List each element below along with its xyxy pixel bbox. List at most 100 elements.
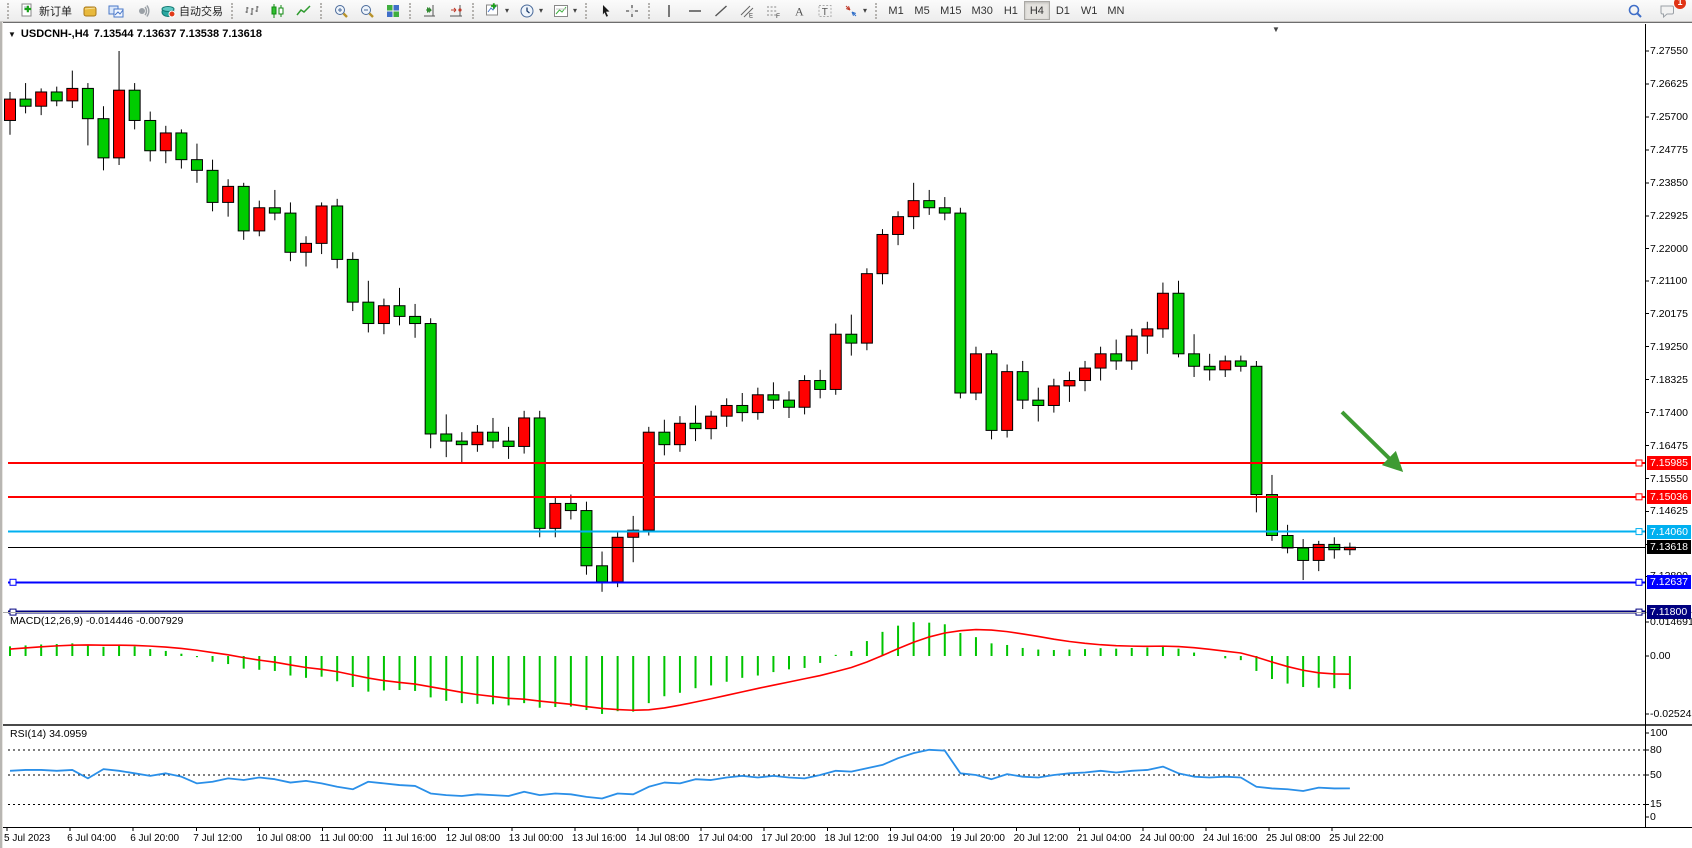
time-axis-label: 24 Jul 16:00 [1202, 833, 1258, 844]
macd-pane[interactable] [0, 614, 1645, 724]
signal-button[interactable] [129, 1, 155, 21]
vertical-line-icon [668, 4, 670, 17]
timeframe-button-H4[interactable]: H4 [1023, 1, 1050, 20]
time-axis-label: 24 Jul 00:00 [1139, 833, 1195, 844]
text-label-button[interactable]: T [812, 1, 838, 21]
zoom-in-button[interactable] [328, 1, 354, 21]
toolbar-grip [472, 2, 477, 19]
templates-button[interactable]: ▾ [548, 1, 582, 21]
macd-scale-label: 0.00 [1650, 650, 1671, 662]
svg-text:T: T [822, 7, 828, 18]
notifications-icon [1660, 5, 1674, 18]
fibonacci-button[interactable]: F [760, 1, 786, 21]
cursor-button[interactable] [593, 1, 619, 21]
candle-bull [720, 404, 733, 417]
autotrading-button[interactable]: 自动交易 [155, 1, 228, 21]
timeframe-button-H1[interactable]: H1 [998, 1, 1024, 20]
tile-windows-button[interactable] [380, 1, 406, 21]
candle-bear [393, 305, 406, 317]
arrows-button[interactable]: ▾ [838, 1, 872, 21]
candle-bear [1203, 365, 1216, 371]
candle-bull [1001, 371, 1014, 431]
crosshair-button[interactable] [619, 1, 645, 21]
equidistant-channel-button[interactable]: E [734, 1, 760, 21]
price-tick-label: 7.21100 [1650, 274, 1688, 287]
time-axis-label: 12 Jul 08:00 [445, 833, 501, 844]
chart-symbol-period: USDCNH-,H4 [20, 28, 89, 40]
crosshair-icon [626, 4, 639, 17]
time-axis-label: 10 Jul 08:00 [256, 833, 311, 844]
price-level-badge: 7.15036 [1647, 489, 1691, 504]
trend-arrow[interactable] [1340, 410, 1404, 473]
main-chart-pane[interactable] [0, 24, 1645, 612]
terminal-icon [108, 5, 124, 17]
price-tick-label: 7.14625 [1650, 505, 1688, 518]
line-chart-button[interactable] [291, 1, 317, 21]
timeframe-button-MN[interactable]: MN [1102, 1, 1129, 20]
search-button[interactable] [1622, 1, 1648, 21]
candlestick-chart-button[interactable] [265, 1, 291, 21]
metaeditor-button[interactable] [77, 1, 103, 21]
timeframe-button-M30[interactable]: M30 [966, 1, 997, 20]
fibonacci-icon: F [767, 6, 780, 19]
notifications-button[interactable] [1654, 1, 1680, 21]
price-tick-label: 7.26625 [1650, 77, 1688, 90]
timeframe-button-D1[interactable]: D1 [1050, 1, 1076, 20]
bar-chart-button[interactable] [239, 1, 265, 21]
auto-scroll-button[interactable] [417, 1, 443, 21]
zoom-out-button[interactable] [354, 1, 380, 21]
price-tick-label: 7.15550 [1650, 472, 1688, 485]
candle-bear [658, 431, 671, 446]
text-icon: A [795, 4, 804, 18]
timeframe-button-M1[interactable]: M1 [883, 1, 909, 20]
candle-bear [845, 333, 858, 344]
rsi-scale-label: 15 [1650, 798, 1662, 811]
rsi-scale-label: 100 [1650, 727, 1668, 739]
candle-bull [471, 431, 484, 446]
candle-bull [1047, 385, 1060, 406]
window-left-edge [0, 22, 3, 848]
indicators-button[interactable]: ▾ [480, 1, 514, 21]
chart-shift-button[interactable] [443, 1, 469, 21]
chart-title[interactable]: ▼ USDCNH-,H4 7.13544 7.13637 7.13538 7.1… [8, 28, 262, 40]
candle-bear [175, 132, 188, 161]
rsi-scale-label: 0 [1650, 811, 1656, 823]
candle-bull [673, 422, 686, 446]
candle-bear [1032, 399, 1045, 406]
periods-button[interactable]: ▾ [514, 1, 548, 21]
new-order-button[interactable]: 新订单 [15, 1, 77, 21]
zoom-in-icon [335, 4, 348, 18]
timeframe-button-W1[interactable]: W1 [1076, 1, 1103, 20]
new-order-label: 新订单 [39, 5, 72, 18]
timeframe-button-M15[interactable]: M15 [935, 1, 966, 20]
terminal-button[interactable] [103, 1, 129, 21]
candle-bear [486, 431, 499, 442]
line-chart-icon [296, 4, 311, 15]
text-button[interactable]: A [786, 1, 812, 21]
toolbar-grip [585, 2, 590, 19]
tile-windows-icon [387, 4, 399, 17]
horizontal-line-button[interactable] [682, 1, 708, 21]
candle-bull [1094, 353, 1107, 369]
timeframe-toolbar: M1 M5 M15 M30 H1 H4 D1 W1 MN [883, 0, 1129, 22]
timeframe-button-M5[interactable]: M5 [909, 1, 935, 20]
line-anchor-square [1635, 578, 1643, 586]
candle-bull [1156, 292, 1169, 330]
candlestick-chart-icon [271, 3, 284, 18]
price-tick-label: 7.20175 [1650, 307, 1688, 320]
candle-bear [331, 205, 344, 260]
chart-canvas[interactable] [0, 23, 1692, 848]
rsi-pane[interactable] [0, 726, 1645, 826]
price-tick-label: 7.22925 [1650, 209, 1688, 222]
price-level-badge: 7.12637 [1647, 575, 1691, 590]
chart-shift-marker[interactable]: ▼ [1272, 25, 1280, 34]
vertical-line-button[interactable] [656, 1, 682, 21]
chart-menu-caret-icon[interactable]: ▼ [8, 29, 16, 39]
dropdown-caret-icon: ▾ [505, 6, 510, 15]
candle-bear [81, 87, 94, 120]
candle-bear [19, 98, 32, 107]
candle-bull [611, 536, 624, 583]
candle-bull [907, 200, 920, 218]
trendline-button[interactable] [708, 1, 734, 21]
chart-window: ▼ USDCNH-,H4 7.13544 7.13637 7.13538 7.1… [0, 22, 1692, 848]
